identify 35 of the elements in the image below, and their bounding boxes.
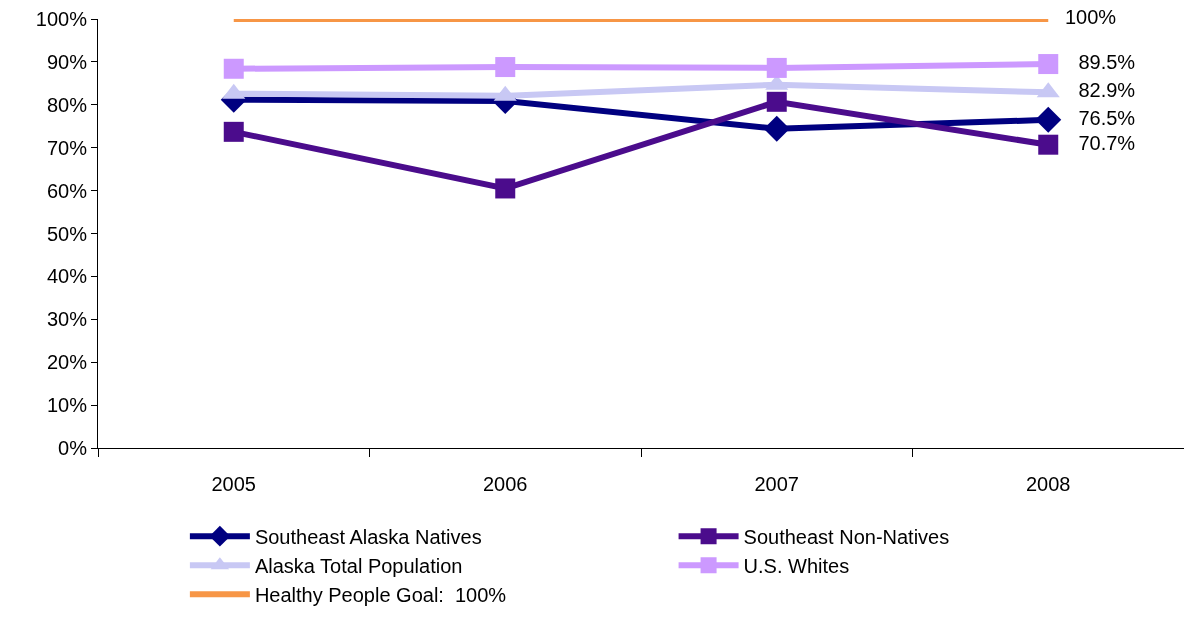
data-label: 89.5% (1061, 51, 1136, 74)
data-label: 100% (1048, 6, 1117, 28)
x-tick-label: 2008 (1026, 473, 1071, 495)
y-tick-label: 100% (35, 8, 88, 30)
point (766, 91, 787, 112)
legend-label: U.S. Whites (743, 554, 850, 577)
point (1035, 106, 1062, 133)
y-tick-label: 80% (46, 93, 88, 116)
legend-label: Southeast Alaska Natives (254, 525, 482, 548)
data-label: 82.9% (1061, 79, 1136, 102)
x-tick-label: 2005 (211, 473, 256, 495)
y-tick-label: 70% (46, 136, 88, 159)
legend-label: Southeast Non-Natives (743, 525, 950, 548)
y-tick-label: 40% (46, 265, 88, 288)
legend-label: Healthy People Goal: 100% (254, 583, 507, 606)
point (1038, 54, 1059, 75)
data-label: 76.5% (1061, 106, 1136, 129)
x-tick-label: 2007 (754, 473, 799, 495)
y-tick-label: 30% (46, 308, 88, 331)
y-tick-label: 60% (46, 179, 88, 202)
legend-label: Alaska Total Population (254, 554, 463, 577)
data-label: 70.7% (1061, 131, 1136, 154)
point (495, 57, 516, 78)
point (495, 178, 516, 199)
point (1038, 134, 1059, 155)
point (223, 121, 244, 142)
point (223, 58, 244, 79)
point (763, 115, 790, 142)
y-tick-label: 90% (46, 50, 88, 73)
point (766, 57, 787, 78)
y-tick-label: 20% (46, 351, 88, 374)
y-tick-label: 50% (46, 222, 88, 245)
y-tick-label: 0% (58, 437, 88, 459)
y-tick-label: 10% (46, 394, 88, 417)
x-tick-label: 2006 (483, 473, 528, 495)
